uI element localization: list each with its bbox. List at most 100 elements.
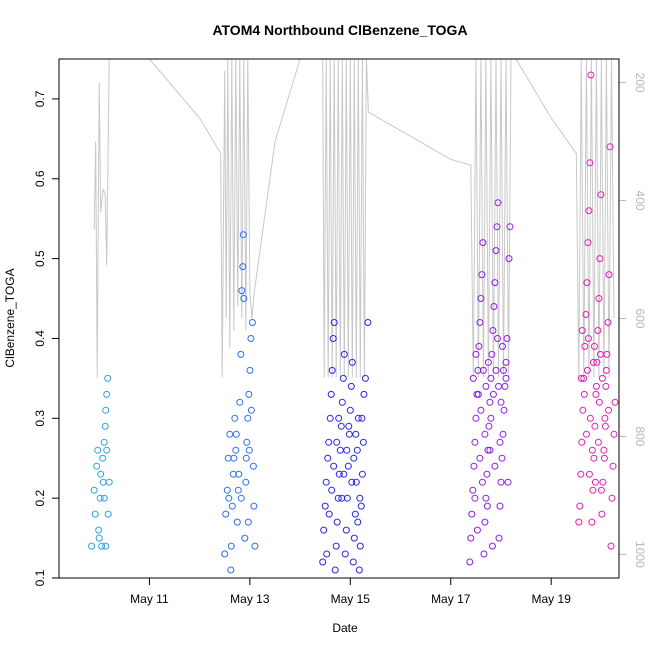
data-point-g2-34 (354, 414, 362, 422)
y-tick-label-3: 0.4 (33, 330, 47, 347)
data-point-g3-59 (496, 438, 504, 446)
y-tick-label-1: 0.2 (33, 489, 47, 506)
data-point-g3-38 (504, 478, 512, 486)
data-point-g2-0 (319, 558, 327, 566)
data-point-g2-26 (346, 406, 354, 414)
data-point-g2-11 (331, 566, 339, 574)
data-point-g4-7 (582, 311, 590, 318)
data-point-g3-6 (472, 414, 480, 422)
y2-tick-label-4: 1000 (633, 541, 647, 568)
y2-tick-label-3: 800 (633, 426, 647, 446)
data-point-g3-47 (484, 358, 492, 366)
data-point-g2-36 (356, 542, 364, 550)
altitude-series-line (93, 58, 615, 378)
data-point-g2-42 (323, 550, 331, 558)
data-point-g1-35 (242, 454, 250, 462)
data-point-g0-20 (99, 454, 107, 462)
data-point-g4-13 (588, 518, 596, 526)
y-tick-label-4: 0.5 (33, 250, 47, 267)
x-tick-label-0: May 11 (130, 592, 169, 606)
data-point-g3-44 (477, 406, 485, 414)
data-point-g1-32 (232, 430, 240, 438)
data-point-g2-1 (320, 526, 328, 534)
data-point-g1-15 (239, 263, 247, 271)
data-point-g4-45 (601, 422, 609, 430)
data-point-g2-38 (358, 470, 366, 478)
data-point-g3-10 (476, 319, 484, 326)
data-point-g4-0 (575, 518, 583, 526)
data-point-g2-10 (330, 319, 338, 326)
data-point-g2-30 (350, 534, 358, 542)
data-point-g4-5 (580, 374, 588, 382)
y-axis-label: ClBenzene_TOGA (3, 268, 17, 367)
data-point-g4-11 (586, 159, 594, 167)
data-point-g4-35 (610, 430, 618, 438)
data-point-g2-35 (355, 566, 363, 574)
data-point-g4-21 (596, 255, 604, 263)
data-point-g2-37 (357, 502, 365, 510)
y-tick-label-2: 0.3 (33, 410, 47, 427)
data-point-g3-42 (472, 350, 480, 358)
data-point-g0-9 (99, 478, 107, 486)
data-point-g1-22 (245, 390, 253, 398)
data-point-g4-47 (578, 327, 586, 334)
data-point-g3-12 (478, 271, 486, 279)
data-point-g2-32 (352, 478, 360, 486)
data-point-g4-23 (598, 510, 606, 518)
data-point-g3-43 (474, 390, 482, 398)
data-point-g0-12 (102, 406, 110, 414)
data-point-g3-22 (488, 350, 496, 358)
data-point-g1-18 (241, 534, 249, 542)
data-point-g1-36 (247, 406, 255, 414)
data-point-g2-55 (354, 518, 362, 526)
data-point-g3-34 (500, 406, 508, 414)
data-point-g4-52 (582, 430, 590, 438)
data-point-g3-49 (489, 390, 497, 398)
data-point-g3-57 (486, 446, 494, 454)
y-tick-label-0: 0.1 (33, 569, 47, 586)
data-point-g4-22 (597, 191, 605, 199)
data-point-g4-51 (602, 366, 610, 374)
data-point-g3-1 (467, 534, 475, 542)
data-point-g1-19 (242, 478, 250, 486)
data-point-g1-24 (247, 335, 255, 342)
data-point-g4-36 (611, 398, 619, 406)
x-tick-label-4: May 19 (532, 592, 572, 606)
data-point-g1-21 (244, 414, 252, 422)
data-point-g2-14 (334, 494, 342, 502)
data-point-g3-30 (496, 502, 504, 510)
data-point-g4-29 (604, 319, 612, 326)
data-point-g2-28 (348, 358, 356, 366)
data-point-g1-1 (222, 510, 230, 518)
data-point-g4-32 (607, 542, 615, 550)
data-point-g2-44 (328, 486, 336, 494)
data-point-g4-44 (598, 374, 606, 382)
data-point-g1-12 (236, 398, 244, 406)
data-point-g2-50 (343, 446, 351, 454)
data-point-g2-2 (321, 502, 329, 510)
data-point-g4-2 (577, 470, 585, 478)
data-point-g4-30 (605, 271, 613, 279)
data-point-g1-38 (245, 446, 253, 454)
data-point-g0-15 (100, 494, 108, 502)
data-point-g0-1 (90, 486, 98, 494)
data-point-g3-46 (482, 382, 490, 390)
x-tick-label-2: May 15 (331, 592, 371, 606)
data-point-g1-37 (244, 518, 252, 526)
data-point-g0-3 (93, 462, 101, 470)
data-point-g4-25 (600, 446, 608, 454)
data-point-g4-15 (590, 454, 598, 462)
data-point-g4-3 (578, 438, 586, 446)
data-point-g0-11 (101, 422, 109, 430)
data-point-g3-64 (488, 542, 496, 550)
data-point-g4-49 (590, 342, 598, 350)
plot-frame (58, 58, 620, 579)
data-point-g1-14 (238, 287, 246, 295)
data-point-g0-14 (104, 374, 112, 382)
data-point-g2-31 (351, 510, 359, 518)
data-point-g1-6 (228, 502, 236, 510)
y2-tick-label-2: 600 (633, 308, 647, 328)
data-point-g3-55 (476, 454, 484, 462)
data-point-g3-26 (492, 247, 500, 255)
